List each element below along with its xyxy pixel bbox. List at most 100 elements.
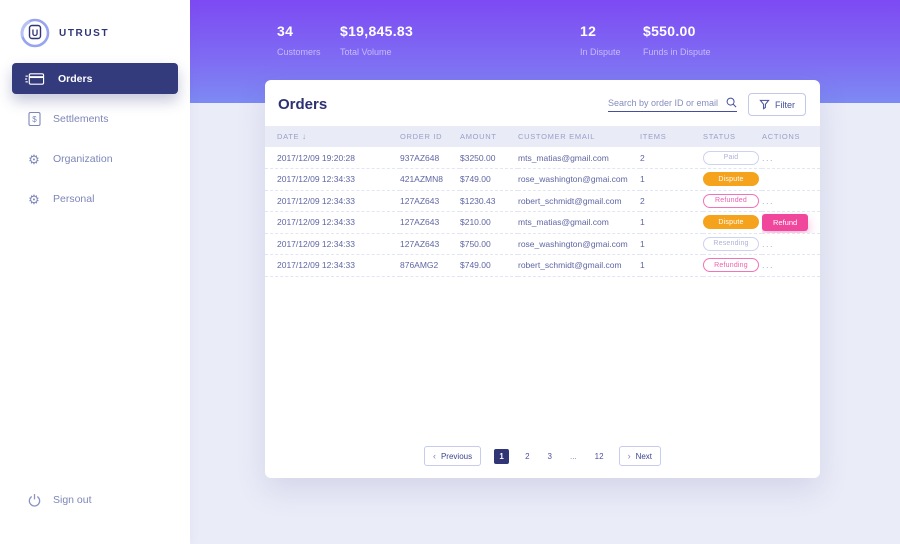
sidebar-item-orders[interactable]: Orders: [12, 63, 178, 94]
order-actions-cell: ...: [762, 233, 820, 255]
svg-text:U: U: [32, 28, 39, 38]
page-number-12[interactable]: 12: [594, 451, 604, 461]
search-input[interactable]: [608, 97, 726, 108]
column-header-customer-email[interactable]: CUSTOMER EMAIL: [518, 126, 640, 147]
next-page-button[interactable]: › Next: [618, 446, 662, 466]
column-header-actions: ACTIONS: [762, 126, 820, 147]
orders-card-header: Orders Filter: [265, 80, 820, 126]
status-badge: Dispute: [703, 172, 759, 187]
order-id: 127AZ643: [400, 190, 460, 212]
customer-email: mts_matias@gmail.com: [518, 147, 640, 169]
page-ellipsis: ...: [570, 451, 577, 461]
more-actions-button[interactable]: ...: [762, 152, 775, 163]
column-header-status[interactable]: STATUS: [703, 126, 762, 147]
column-header-date[interactable]: DATE ↓: [265, 126, 400, 147]
order-date: 2017/12/09 12:34:33: [265, 211, 400, 234]
more-actions-button[interactable]: ...: [762, 195, 775, 206]
order-amount: $749.00: [460, 254, 518, 277]
stat-value: $19,845.83: [340, 23, 414, 39]
table-row: 2017/12/09 12:34:33 421AZMN8 $749.00 ros…: [265, 168, 820, 191]
sort-desc-icon: ↓: [302, 132, 307, 141]
column-header-order-id[interactable]: ORDER ID: [400, 126, 460, 147]
order-items: 2: [640, 190, 703, 212]
stat-label: Funds in Dispute: [643, 47, 711, 57]
previous-page-button[interactable]: ‹ Previous: [423, 446, 482, 466]
order-amount: $3250.00: [460, 147, 518, 169]
order-id: 421AZMN8: [400, 168, 460, 191]
customer-email: robert_schmidt@gmail.com: [518, 254, 640, 277]
order-id: 937AZ648: [400, 147, 460, 169]
page-number-2[interactable]: 2: [525, 451, 530, 461]
order-items: 1: [640, 168, 703, 191]
chevron-right-icon: ›: [627, 451, 631, 461]
order-id: 127AZ643: [400, 233, 460, 255]
search-box: [608, 97, 737, 112]
stat-customers: 34 Customers: [277, 23, 321, 57]
stat-label: In Dispute: [580, 47, 621, 57]
stat-funds-in-dispute: $550.00 Funds in Dispute: [643, 23, 711, 57]
sidebar-item-label: Personal: [53, 193, 95, 205]
stat-value: 34: [277, 23, 294, 39]
order-date: 2017/12/09 12:34:33: [265, 233, 400, 255]
stat-value: $550.00: [643, 23, 696, 39]
power-icon: [25, 493, 43, 508]
order-items: 1: [640, 254, 703, 277]
sidebar-item-label: Orders: [58, 72, 93, 85]
customer-email: mts_matias@gmail.com: [518, 211, 640, 234]
sidebar-item-label: Organization: [53, 153, 113, 165]
table-row: 2017/12/09 12:34:33 127AZ643 $210.00 mts…: [265, 211, 820, 234]
gear-icon: ⚙: [28, 191, 40, 207]
sidebar-item-settlements[interactable]: $ Settlements: [12, 104, 178, 134]
status-badge: Refunded: [703, 193, 759, 208]
order-items: 1: [640, 211, 703, 234]
more-actions-button[interactable]: ...: [762, 260, 775, 271]
stat-label: Total Volume: [340, 47, 392, 57]
order-id: 876AMG2: [400, 254, 460, 277]
sidebar: U UTRUST Orders $ Settlements ⚙ Organ: [0, 0, 190, 544]
order-amount: $749.00: [460, 168, 518, 191]
status-badge: Refunding: [703, 258, 759, 273]
svg-text:$: $: [32, 115, 37, 124]
order-actions-cell: ...: [762, 190, 820, 212]
sign-out-label: Sign out: [53, 494, 92, 506]
sign-out-button[interactable]: Sign out: [12, 485, 178, 515]
order-actions-cell: ...: [762, 147, 820, 169]
chevron-left-icon: ‹: [432, 451, 436, 461]
order-amount: $210.00: [460, 211, 518, 234]
order-amount: $1230.43: [460, 190, 518, 212]
orders-card: Orders Filter: [265, 80, 820, 478]
page-number-1[interactable]: 1: [494, 448, 510, 464]
page-number-3[interactable]: 3: [547, 451, 552, 461]
stat-label: Customers: [277, 47, 321, 57]
column-header-amount[interactable]: AMOUNT: [460, 126, 518, 147]
filter-label: Filter: [775, 99, 795, 110]
gear-icon: ⚙: [28, 151, 40, 167]
utrust-logo-icon: U: [18, 16, 52, 50]
order-actions-cell: Refund: [762, 211, 820, 234]
order-actions-cell: [762, 168, 820, 191]
order-date: 2017/12/09 12:34:33: [265, 190, 400, 212]
stat-total-volume: $19,845.83 Total Volume: [340, 23, 413, 57]
search-icon[interactable]: [726, 97, 737, 108]
order-items: 2: [640, 147, 703, 169]
customer-email: rose_washington@gmai.com: [518, 233, 640, 255]
sidebar-item-organization[interactable]: ⚙ Organization: [12, 144, 178, 174]
table-row: 2017/12/09 12:34:33 127AZ643 $1230.43 ro…: [265, 190, 820, 212]
table-row: 2017/12/09 19:20:28 937AZ648 $3250.00 mt…: [265, 147, 820, 169]
refund-button[interactable]: Refund: [762, 213, 809, 231]
more-actions-button[interactable]: ...: [762, 238, 775, 249]
status-badge: Dispute: [703, 215, 759, 230]
sidebar-item-personal[interactable]: ⚙ Personal: [12, 184, 178, 214]
order-amount: $750.00: [460, 233, 518, 255]
stat-in-dispute: 12 In Dispute: [580, 23, 621, 57]
sidebar-item-label: Settlements: [53, 113, 109, 125]
orders-table: DATE ↓ ORDER ID AMOUNT CUSTOMER EMAIL IT…: [265, 126, 820, 277]
column-header-items[interactable]: ITEMS: [640, 126, 703, 147]
table-row: 2017/12/09 12:34:33 876AMG2 $749.00 robe…: [265, 254, 820, 277]
order-actions-cell: ...: [762, 254, 820, 277]
stat-value: 12: [580, 23, 597, 39]
filter-button[interactable]: Filter: [748, 93, 806, 116]
brand-name: UTRUST: [59, 27, 110, 39]
order-id: 127AZ643: [400, 211, 460, 234]
customer-email: robert_schmidt@gmail.com: [518, 190, 640, 212]
